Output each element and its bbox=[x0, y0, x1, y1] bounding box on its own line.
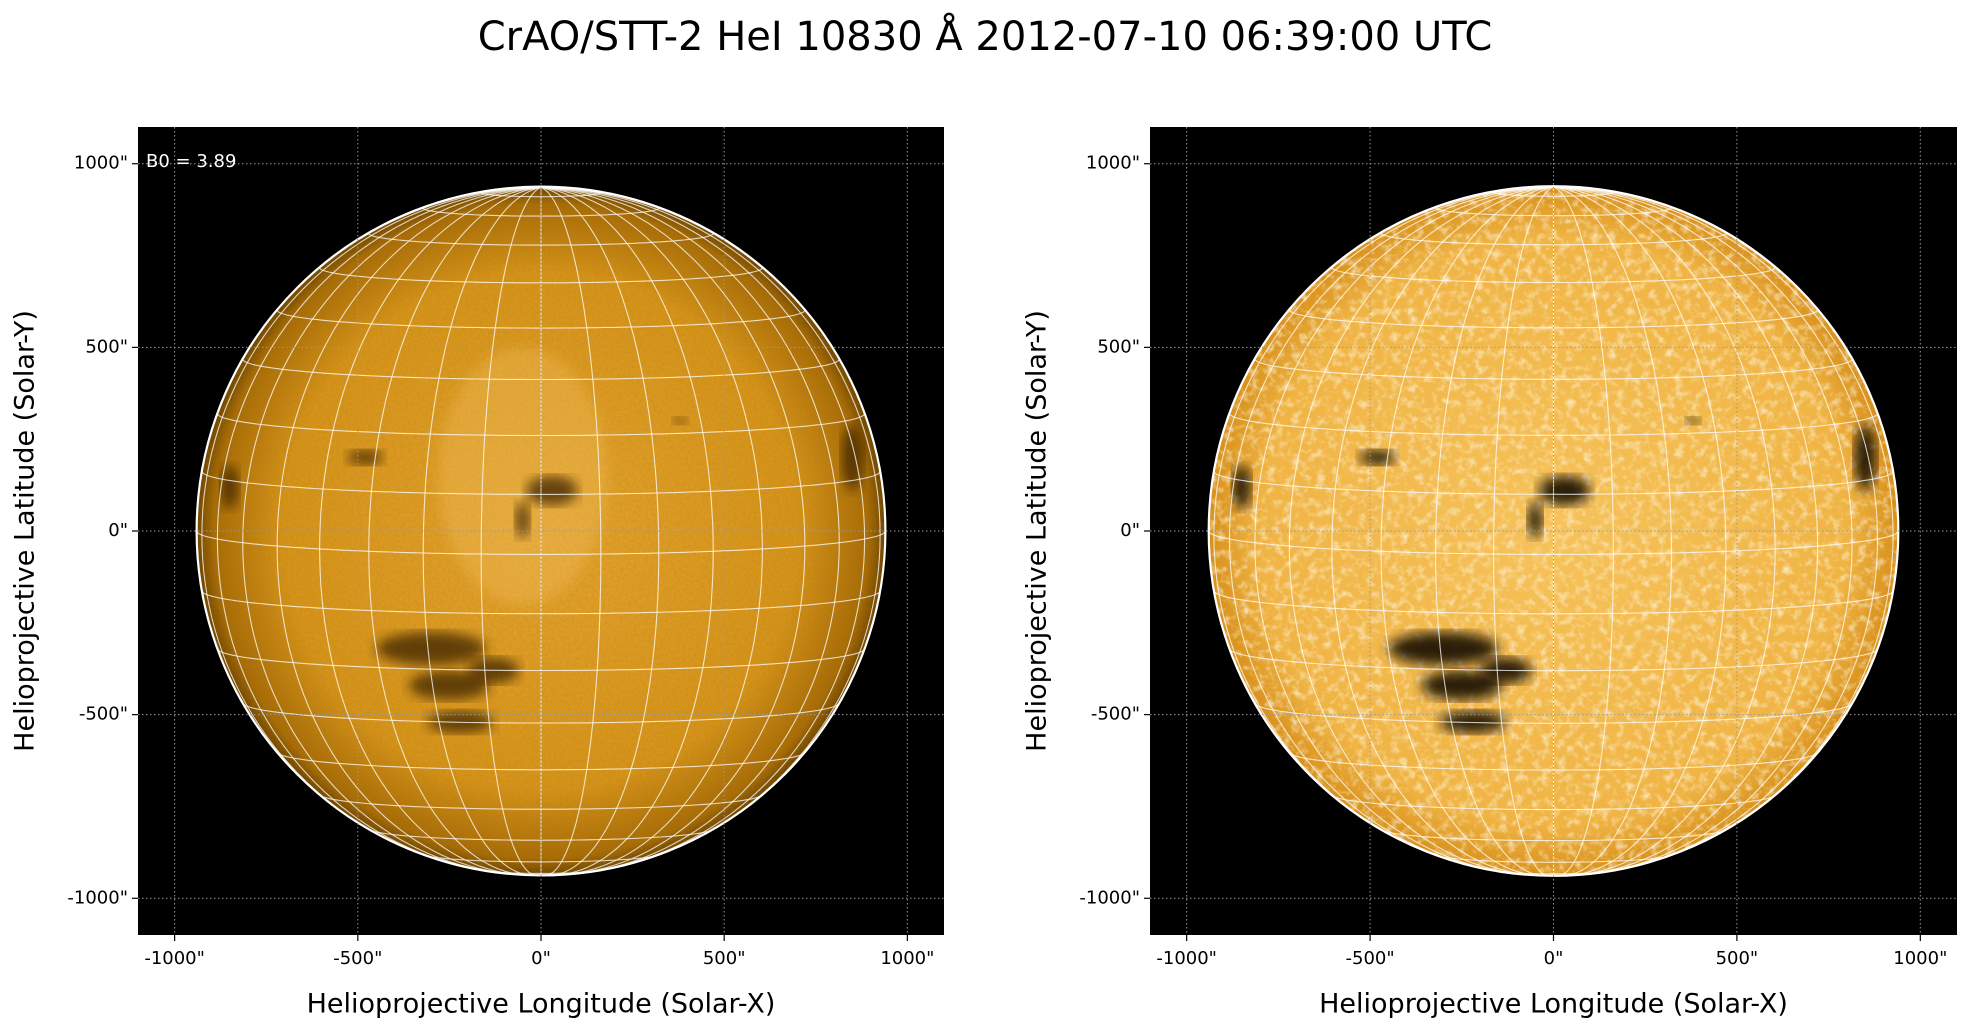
y-axis-label: Helioprojective Latitude (Solar-Y) bbox=[1022, 310, 1053, 752]
meridian bbox=[1553, 186, 1894, 853]
x-tick-label: -1000" bbox=[144, 948, 205, 969]
x-tick-label: 0" bbox=[1544, 948, 1564, 969]
y-axis-label: Helioprojective Latitude (Solar-Y) bbox=[10, 310, 41, 752]
axes: -1000" -500" 0" 500" 1000" -1000" -500" 0" 500" 1… bbox=[10, 127, 944, 1020]
dark-feature bbox=[409, 670, 490, 700]
y-tick-label: -1000" bbox=[67, 887, 128, 908]
x-tick-label: -500" bbox=[333, 948, 382, 969]
x-axis-label: Helioprojective Longitude (Solar-X) bbox=[307, 989, 776, 1020]
meridian bbox=[201, 186, 542, 852]
dark-feature bbox=[1685, 417, 1701, 425]
meridian bbox=[1213, 186, 1554, 853]
y-tick-label: 0" bbox=[108, 520, 128, 541]
meridian bbox=[1553, 186, 1672, 876]
x-tick-label: -1000" bbox=[1156, 948, 1217, 969]
meridian bbox=[1553, 186, 1879, 870]
meridian bbox=[1288, 186, 1554, 875]
meridian bbox=[540, 186, 806, 874]
x-tick-label: -500" bbox=[1346, 948, 1395, 969]
dark-feature bbox=[1538, 475, 1591, 506]
dark-feature bbox=[1388, 632, 1499, 666]
plot-area bbox=[1150, 127, 1957, 935]
meridian bbox=[540, 186, 714, 876]
meridian bbox=[1435, 186, 1554, 876]
meridian bbox=[1553, 186, 1819, 875]
y-tick-label: 1000" bbox=[1086, 153, 1140, 174]
dark-feature bbox=[1854, 424, 1877, 491]
dark-feature bbox=[526, 475, 578, 506]
y-tick-label: 1000" bbox=[74, 153, 128, 174]
meridian bbox=[422, 186, 542, 876]
x-tick-label: 1000" bbox=[880, 948, 934, 969]
meridian bbox=[1553, 186, 1727, 876]
meridian bbox=[242, 186, 542, 874]
meridian bbox=[1493, 186, 1554, 876]
dark-feature bbox=[672, 417, 688, 425]
x-tick-label: 500" bbox=[703, 948, 746, 969]
y-tick-label: -500" bbox=[1091, 704, 1140, 725]
dark-feature bbox=[220, 464, 239, 509]
y-tick-label: 500" bbox=[85, 336, 128, 357]
y-tick-label: -500" bbox=[79, 704, 128, 725]
meridian bbox=[1228, 186, 1554, 870]
x-axis-label: Helioprojective Longitude (Solar-X) bbox=[1319, 989, 1788, 1020]
meridian bbox=[540, 186, 840, 874]
dark-feature bbox=[1421, 670, 1503, 700]
meridian bbox=[540, 186, 602, 876]
meridian bbox=[368, 186, 542, 876]
dark-feature bbox=[376, 632, 487, 666]
meridian bbox=[480, 186, 542, 876]
x-tick-label: 0" bbox=[531, 948, 551, 969]
bright-region bbox=[438, 347, 607, 605]
meridian bbox=[1380, 186, 1554, 876]
meridian bbox=[216, 186, 542, 870]
axes: -1000" -500" 0" 500" 1000" -1000" -500" 0" 500" 1… bbox=[1022, 127, 1957, 1020]
dark-feature bbox=[1527, 501, 1543, 539]
plot-area bbox=[138, 127, 944, 935]
meridian bbox=[540, 186, 866, 870]
x-tick-label: 500" bbox=[1716, 948, 1759, 969]
meridian bbox=[540, 186, 660, 876]
y-tick-label: -1000" bbox=[1079, 887, 1140, 908]
meridian bbox=[1553, 186, 1614, 876]
dark-feature bbox=[1232, 464, 1251, 509]
meridian bbox=[1553, 186, 1853, 874]
meridian bbox=[319, 186, 542, 876]
meridian bbox=[1331, 186, 1554, 876]
meridian bbox=[276, 186, 542, 874]
dark-feature bbox=[841, 424, 864, 491]
dark-feature bbox=[515, 501, 531, 539]
meridian bbox=[1254, 186, 1554, 874]
dark-feature bbox=[1359, 450, 1396, 465]
y-tick-label: 0" bbox=[1120, 520, 1140, 541]
y-tick-label: 500" bbox=[1097, 336, 1140, 357]
meridian bbox=[540, 186, 881, 852]
annotation: B0 = 3.89 bbox=[146, 151, 236, 172]
x-tick-label: 1000" bbox=[1893, 948, 1947, 969]
dark-feature bbox=[346, 450, 384, 465]
figure-title: CrAO/STT-2 HeI 10830 Å 2012-07-10 06:39:… bbox=[478, 12, 1493, 60]
